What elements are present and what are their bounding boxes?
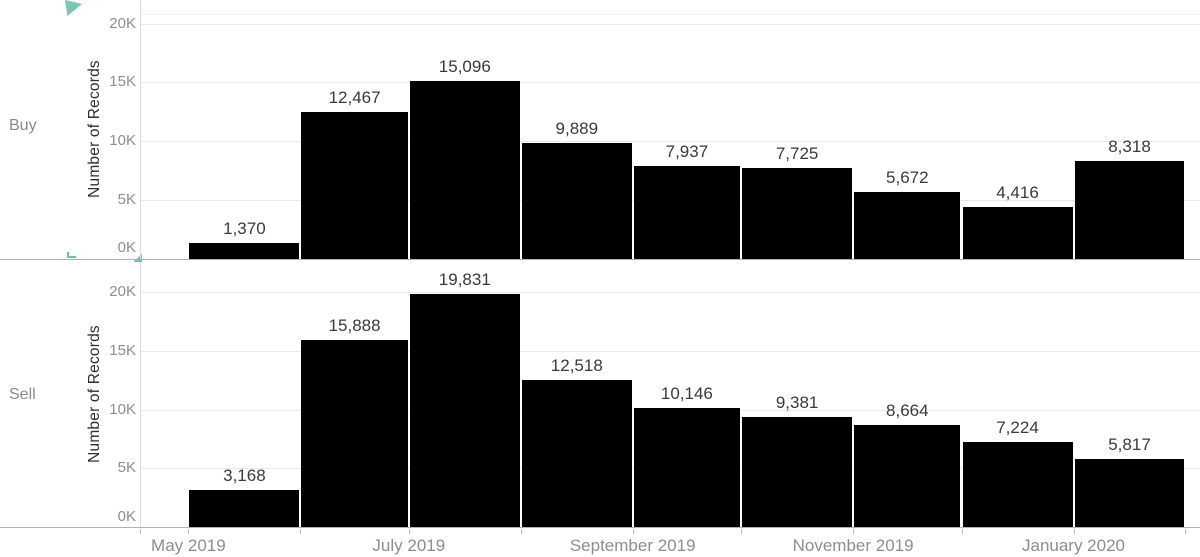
row-divider-sell xyxy=(0,527,1200,529)
y-tick-label-buy-10K: 10K xyxy=(109,132,136,150)
value-label-buy-july-2019: 15,096 xyxy=(438,57,491,77)
x-tick-3 xyxy=(408,528,410,534)
value-label-buy-may-2019: 1,370 xyxy=(223,218,266,238)
value-label-sell-june-2019: 15,888 xyxy=(328,316,381,336)
value-label-buy-december-2019: 4,416 xyxy=(996,182,1039,202)
value-label-sell-august-2019: 12,518 xyxy=(550,356,603,375)
y-tick-label-buy-0K: 0K xyxy=(117,239,136,257)
value-label-sell-november-2019: 8,664 xyxy=(886,401,929,421)
x-tick-1 xyxy=(188,528,190,534)
gridline-buy-20K xyxy=(140,23,1200,25)
row-divider-buy xyxy=(0,258,1200,260)
x-tick-6 xyxy=(741,528,743,534)
gridline-buy-15K xyxy=(140,82,1200,84)
bar-buy-december-2019[interactable] xyxy=(962,206,1073,259)
value-label-buy-january-2020: 8,318 xyxy=(1108,137,1151,156)
bar-buy-november-2019[interactable] xyxy=(854,192,961,259)
x-tick-8 xyxy=(961,528,963,534)
bar-sell-october-2019[interactable] xyxy=(742,416,853,528)
value-label-buy-october-2019: 7,725 xyxy=(775,144,819,163)
value-label-sell-may-2019: 3,168 xyxy=(223,465,266,485)
bar-buy-june-2019[interactable] xyxy=(301,112,408,259)
bar-buy-january-2020[interactable] xyxy=(1074,161,1185,259)
bar-buy-may-2019[interactable] xyxy=(189,242,300,259)
x-axis-label-january-2020: January 2020 xyxy=(1021,536,1126,555)
value-label-sell-july-2019: 19,831 xyxy=(438,270,491,289)
value-label-sell-october-2019: 9,381 xyxy=(775,392,819,412)
row-label-buy: Buy xyxy=(9,117,37,134)
value-label-sell-september-2019: 10,146 xyxy=(660,383,713,403)
y-tick-label-buy-15K: 15K xyxy=(109,73,136,91)
y-tick-label-buy-5K: 5K xyxy=(117,191,136,208)
bar-sell-december-2019[interactable] xyxy=(962,442,1073,528)
bar-sell-may-2019[interactable] xyxy=(189,489,300,528)
y-tick-label-sell-5K: 5K xyxy=(117,459,136,477)
x-tick-0 xyxy=(140,528,141,534)
gridline-sell-20K xyxy=(140,292,1200,293)
value-label-sell-december-2019: 7,224 xyxy=(996,418,1039,438)
gridline-sell-15K xyxy=(140,350,1200,352)
teal-corner-triangle-icon xyxy=(133,254,142,262)
x-tick-5 xyxy=(632,528,634,534)
bar-buy-september-2019[interactable] xyxy=(633,165,741,259)
panel-top-line-buy xyxy=(140,13,1200,15)
x-tick-4 xyxy=(520,528,522,534)
x-tick-10 xyxy=(1185,528,1187,534)
bar-sell-september-2019[interactable] xyxy=(633,407,741,528)
value-label-buy-november-2019: 5,672 xyxy=(886,168,929,188)
value-label-buy-september-2019: 7,937 xyxy=(665,141,709,161)
gridline-buy-10K xyxy=(140,141,1200,143)
x-axis-label-september-2019: September 2019 xyxy=(569,536,696,555)
y-axis-line-buy xyxy=(140,0,141,259)
bar-buy-july-2019[interactable] xyxy=(409,81,520,259)
y-axis-line-sell xyxy=(140,262,141,528)
value-label-buy-june-2019: 12,467 xyxy=(328,88,381,108)
x-tick-2 xyxy=(300,528,302,534)
value-label-buy-august-2019: 9,889 xyxy=(555,118,599,138)
bar-buy-october-2019[interactable] xyxy=(742,168,853,259)
bar-sell-june-2019[interactable] xyxy=(301,340,408,528)
x-axis-label-may-2019: May 2019 xyxy=(151,536,226,555)
teal-corner-bracket-icon xyxy=(67,252,76,258)
y-tick-label-sell-15K: 15K xyxy=(109,341,136,359)
y-tick-label-sell-0K: 0K xyxy=(117,507,136,525)
row-label-sell: Sell xyxy=(9,386,36,403)
value-label-sell-january-2020: 5,817 xyxy=(1108,434,1151,454)
x-tick-9 xyxy=(1073,528,1075,534)
bar-sell-august-2019[interactable] xyxy=(521,380,632,528)
x-axis-label-july-2019: July 2019 xyxy=(372,536,446,555)
bar-sell-january-2020[interactable] xyxy=(1074,458,1185,528)
x-axis-label-november-2019: November 2019 xyxy=(792,536,914,555)
y-tick-label-sell-20K: 20K xyxy=(109,283,136,300)
x-tick-7 xyxy=(853,528,855,534)
bar-buy-august-2019[interactable] xyxy=(521,142,632,259)
y-tick-label-sell-10K: 10K xyxy=(109,400,136,418)
bar-sell-july-2019[interactable] xyxy=(409,294,520,528)
bar-sell-november-2019[interactable] xyxy=(854,425,961,528)
teal-flag-icon xyxy=(65,0,82,16)
y-tick-label-buy-20K: 20K xyxy=(109,14,136,32)
